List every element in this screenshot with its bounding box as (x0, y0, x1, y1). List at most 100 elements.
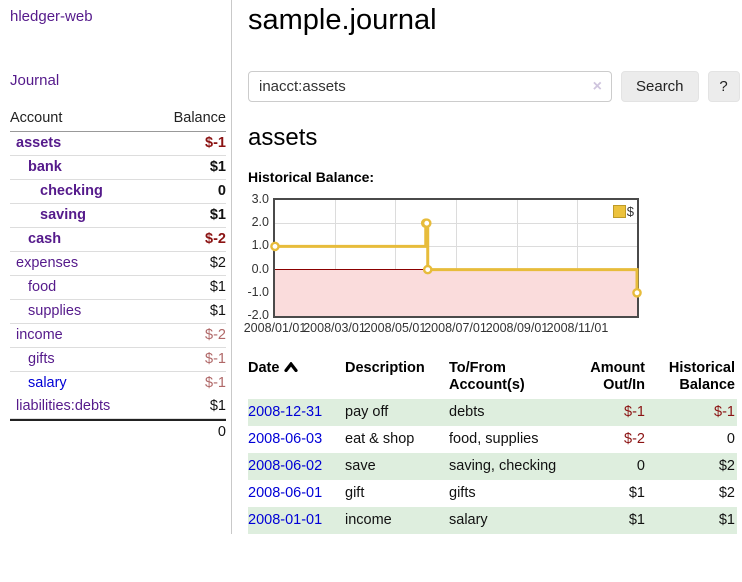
sort-ascending-icon (284, 360, 299, 377)
legend-label: $ (626, 204, 634, 219)
transaction-accounts: food, supplies (449, 431, 539, 447)
account-row: expenses $2 (10, 252, 226, 276)
transaction-date-link[interactable]: 2008-06-02 (248, 458, 323, 474)
search-bar: × Search ? (248, 71, 740, 102)
help-button[interactable]: ? (707, 71, 740, 102)
account-balance: $1 (209, 159, 226, 175)
column-header-date[interactable]: Date (248, 358, 345, 399)
y-tick-label: 1.0 (251, 238, 269, 253)
account-link[interactable]: supplies (28, 303, 82, 319)
account-row: cash $-2 (10, 228, 226, 252)
y-tick-label: -1.0 (247, 284, 269, 299)
transaction-description: income (345, 512, 392, 528)
y-tick-label: 2.0 (251, 215, 269, 230)
account-row: gifts $-1 (10, 348, 226, 372)
search-box: × (248, 71, 612, 102)
account-row: food $1 (10, 276, 226, 300)
transaction-amount-out-in: 0 (636, 458, 645, 474)
account-balance: $-2 (205, 327, 226, 343)
account-link[interactable]: liabilities:debts (16, 398, 111, 414)
data-point-marker (270, 241, 280, 252)
account-balance: $-1 (205, 135, 226, 151)
account-balance: $1 (209, 303, 226, 319)
gridline (334, 200, 336, 316)
account-heading: assets (248, 124, 318, 151)
transaction-date-link[interactable]: 2008-01-01 (248, 512, 323, 528)
account-link[interactable]: expenses (16, 255, 79, 271)
gridline (577, 200, 579, 316)
page-title: sample.journal (248, 4, 437, 36)
account-link[interactable]: salary (28, 375, 67, 391)
account-row: income $-2 (10, 324, 226, 348)
transaction-row: 2008-06-03 eat & shop food, supplies $-2… (248, 426, 737, 453)
accounts-total-row: 0 (10, 419, 226, 443)
transaction-historical-balance: $-1 (714, 404, 735, 420)
gridline (516, 200, 518, 316)
account-link[interactable]: food (28, 279, 57, 295)
accounts-header-account: Account (10, 110, 63, 126)
account-row: supplies $1 (10, 300, 226, 324)
account-balance: $-1 (205, 375, 226, 391)
y-tick-label: 0.0 (251, 261, 269, 276)
account-balance: 0 (217, 183, 226, 199)
account-link[interactable]: checking (40, 183, 103, 199)
account-link[interactable]: assets (16, 135, 62, 151)
transactions-table-header: Date Description To/From Account(s) Amount Ou… (248, 358, 737, 399)
accounts-total-value: 0 (217, 424, 226, 440)
x-tick-label: 2008/07/01 (424, 321, 487, 335)
sidebar-item-journal[interactable]: Journal (10, 72, 60, 89)
transaction-amount-out-in: $1 (628, 512, 645, 528)
x-tick-label: 2008/05/01 (363, 321, 427, 335)
account-row: liabilities:debts $1 (10, 395, 226, 419)
transaction-description: pay off (345, 404, 389, 420)
account-balance: $1 (209, 207, 226, 223)
x-tick-label: 2008/03/01 (303, 321, 366, 335)
transaction-amount-out-in: $-2 (624, 431, 645, 447)
account-balance: $2 (209, 255, 226, 271)
transaction-historical-balance: 0 (726, 431, 735, 447)
transaction-row: 2008-01-01 income salary $1 $1 (248, 507, 737, 534)
balance-line-series (270, 218, 642, 298)
transaction-row: 2008-12-31 pay off debts $-1 $-1 (248, 399, 737, 426)
transaction-date-link[interactable]: 2008-06-01 (248, 485, 323, 501)
transaction-amount-out-in: $-1 (624, 404, 645, 420)
main-content: sample.journal × Search ? assets Histori… (232, 0, 742, 534)
account-link[interactable]: bank (28, 159, 62, 175)
x-tick-label: 2008/11/01 (546, 321, 609, 335)
transaction-date-link[interactable]: 2008-06-03 (248, 431, 323, 447)
transaction-historical-balance: $2 (718, 458, 735, 474)
account-link[interactable]: gifts (28, 351, 55, 367)
transaction-description: gift (345, 485, 365, 501)
app-layout: hledger-web Journal Account Balance asse… (0, 0, 742, 534)
chart-legend: $ (612, 204, 634, 219)
account-link[interactable]: income (16, 327, 63, 343)
account-link[interactable]: saving (40, 207, 86, 223)
account-link[interactable]: cash (28, 231, 62, 247)
sidebar: hledger-web Journal Account Balance asse… (0, 0, 232, 534)
transaction-historical-balance: $1 (718, 512, 735, 528)
chart-y-axis-labels: 3.0 2.0 1.0 0.0 -1.0 -2.0 (240, 192, 273, 322)
data-point-marker (421, 218, 432, 229)
accounts-header-balance: Balance (173, 110, 226, 126)
account-row: checking 0 (10, 180, 226, 204)
transaction-row: 2008-06-01 gift gifts $1 $2 (248, 480, 737, 507)
transaction-accounts: gifts (449, 485, 476, 501)
search-input[interactable] (249, 72, 611, 101)
clear-search-icon[interactable]: × (592, 78, 602, 95)
transactions-table: Date Description To/From Account(s) Amount Ou… (248, 358, 737, 534)
accounts-table-header: Account Balance (10, 108, 226, 132)
account-balance: $1 (209, 279, 226, 295)
column-header-description: Description (345, 360, 425, 376)
account-row: assets $-1 (10, 132, 226, 156)
app-brand-link[interactable]: hledger-web (10, 8, 93, 25)
transaction-date-link[interactable]: 2008-12-31 (248, 404, 323, 420)
account-row: salary $-1 (10, 372, 226, 395)
gridline (455, 200, 457, 316)
chart-plot-area: $ (270, 198, 642, 318)
transaction-accounts: saving, checking (449, 458, 557, 474)
transaction-accounts: debts (449, 404, 485, 420)
search-button[interactable]: Search (621, 71, 699, 102)
account-balance: $-1 (205, 351, 226, 367)
data-point-marker (422, 264, 433, 275)
chart-x-axis-labels: 2008/01/01 2008/03/01 2008/05/01 2008/07/01… (240, 321, 646, 337)
